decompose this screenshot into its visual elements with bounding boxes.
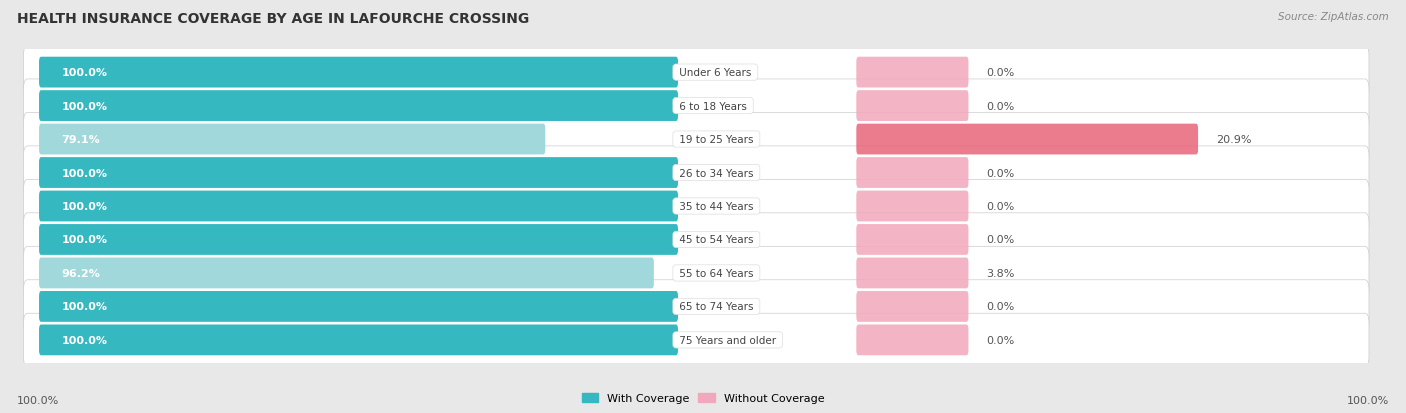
Text: 100.0%: 100.0% xyxy=(62,101,107,112)
Text: 0.0%: 0.0% xyxy=(987,235,1015,245)
FancyBboxPatch shape xyxy=(24,280,1369,333)
FancyBboxPatch shape xyxy=(24,180,1369,233)
FancyBboxPatch shape xyxy=(39,57,678,88)
FancyBboxPatch shape xyxy=(39,91,678,122)
Text: 19 to 25 Years: 19 to 25 Years xyxy=(676,135,756,145)
Text: 100.0%: 100.0% xyxy=(62,301,107,312)
Text: 65 to 74 Years: 65 to 74 Years xyxy=(676,301,756,312)
FancyBboxPatch shape xyxy=(24,247,1369,300)
FancyBboxPatch shape xyxy=(24,113,1369,166)
Text: 96.2%: 96.2% xyxy=(62,268,100,278)
FancyBboxPatch shape xyxy=(39,158,678,188)
FancyBboxPatch shape xyxy=(24,80,1369,133)
Text: 100.0%: 100.0% xyxy=(62,235,107,245)
Text: 100.0%: 100.0% xyxy=(17,395,59,405)
Text: 35 to 44 Years: 35 to 44 Years xyxy=(676,202,756,211)
FancyBboxPatch shape xyxy=(856,158,969,188)
Text: 45 to 54 Years: 45 to 54 Years xyxy=(676,235,756,245)
Text: 100.0%: 100.0% xyxy=(62,168,107,178)
FancyBboxPatch shape xyxy=(39,191,678,222)
Text: 100.0%: 100.0% xyxy=(1347,395,1389,405)
FancyBboxPatch shape xyxy=(39,124,546,155)
FancyBboxPatch shape xyxy=(24,213,1369,266)
Text: 79.1%: 79.1% xyxy=(62,135,100,145)
Text: 100.0%: 100.0% xyxy=(62,335,107,345)
Text: 20.9%: 20.9% xyxy=(1216,135,1251,145)
Text: 0.0%: 0.0% xyxy=(987,68,1015,78)
FancyBboxPatch shape xyxy=(39,258,654,289)
Text: 0.0%: 0.0% xyxy=(987,335,1015,345)
Text: 3.8%: 3.8% xyxy=(987,268,1015,278)
FancyBboxPatch shape xyxy=(856,225,969,255)
FancyBboxPatch shape xyxy=(856,124,1198,155)
FancyBboxPatch shape xyxy=(856,325,969,356)
Text: HEALTH INSURANCE COVERAGE BY AGE IN LAFOURCHE CROSSING: HEALTH INSURANCE COVERAGE BY AGE IN LAFO… xyxy=(17,12,529,26)
Legend: With Coverage, Without Coverage: With Coverage, Without Coverage xyxy=(576,388,830,408)
FancyBboxPatch shape xyxy=(24,147,1369,200)
FancyBboxPatch shape xyxy=(856,258,969,289)
FancyBboxPatch shape xyxy=(856,57,969,88)
FancyBboxPatch shape xyxy=(24,46,1369,100)
FancyBboxPatch shape xyxy=(24,313,1369,367)
FancyBboxPatch shape xyxy=(39,225,678,255)
Text: 0.0%: 0.0% xyxy=(987,202,1015,211)
Text: 6 to 18 Years: 6 to 18 Years xyxy=(676,101,751,112)
Text: 26 to 34 Years: 26 to 34 Years xyxy=(676,168,756,178)
Text: 100.0%: 100.0% xyxy=(62,202,107,211)
Text: 0.0%: 0.0% xyxy=(987,168,1015,178)
Text: 75 Years and older: 75 Years and older xyxy=(676,335,779,345)
Text: 100.0%: 100.0% xyxy=(62,68,107,78)
FancyBboxPatch shape xyxy=(856,191,969,222)
Text: Under 6 Years: Under 6 Years xyxy=(676,68,755,78)
Text: 0.0%: 0.0% xyxy=(987,101,1015,112)
FancyBboxPatch shape xyxy=(39,291,678,322)
Text: Source: ZipAtlas.com: Source: ZipAtlas.com xyxy=(1278,12,1389,22)
Text: 55 to 64 Years: 55 to 64 Years xyxy=(676,268,756,278)
FancyBboxPatch shape xyxy=(856,91,969,122)
FancyBboxPatch shape xyxy=(856,291,969,322)
Text: 0.0%: 0.0% xyxy=(987,301,1015,312)
FancyBboxPatch shape xyxy=(39,325,678,356)
